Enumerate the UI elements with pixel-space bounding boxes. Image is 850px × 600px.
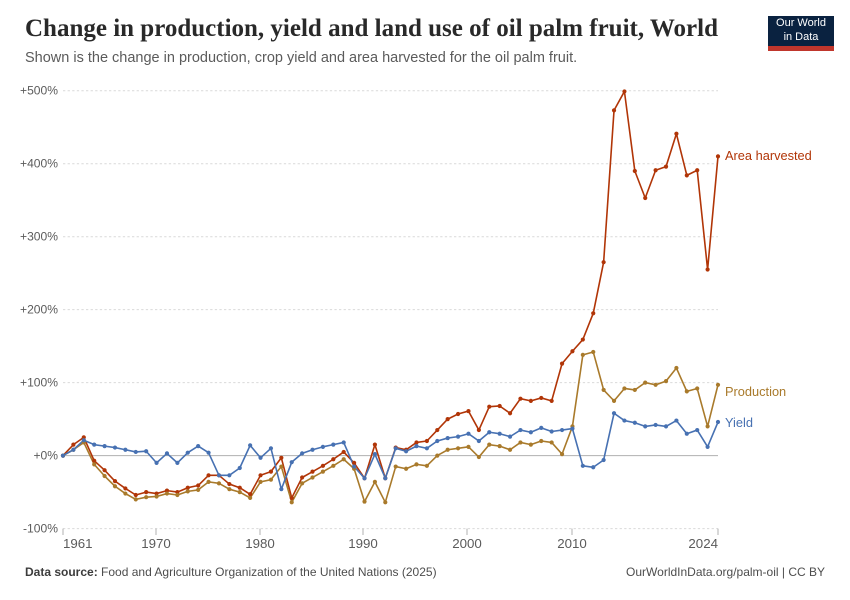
svg-text:2024: 2024 bbox=[688, 536, 718, 551]
svg-text:+200%: +200% bbox=[20, 302, 58, 316]
svg-text:Area harvested: Area harvested bbox=[725, 148, 812, 163]
svg-text:1980: 1980 bbox=[245, 536, 275, 551]
svg-text:2000: 2000 bbox=[452, 536, 482, 551]
svg-text:Yield: Yield bbox=[725, 415, 753, 430]
svg-text:Production: Production bbox=[725, 384, 786, 399]
svg-text:2010: 2010 bbox=[557, 536, 587, 551]
svg-text:+100%: +100% bbox=[20, 375, 58, 389]
svg-text:+0%: +0% bbox=[33, 448, 58, 462]
svg-text:+500%: +500% bbox=[20, 84, 58, 98]
svg-text:1990: 1990 bbox=[348, 536, 378, 551]
svg-text:1961: 1961 bbox=[63, 536, 93, 551]
svg-text:+400%: +400% bbox=[20, 157, 58, 171]
svg-text:+300%: +300% bbox=[20, 230, 58, 244]
svg-text:-100%: -100% bbox=[23, 521, 58, 535]
svg-text:1970: 1970 bbox=[141, 536, 171, 551]
